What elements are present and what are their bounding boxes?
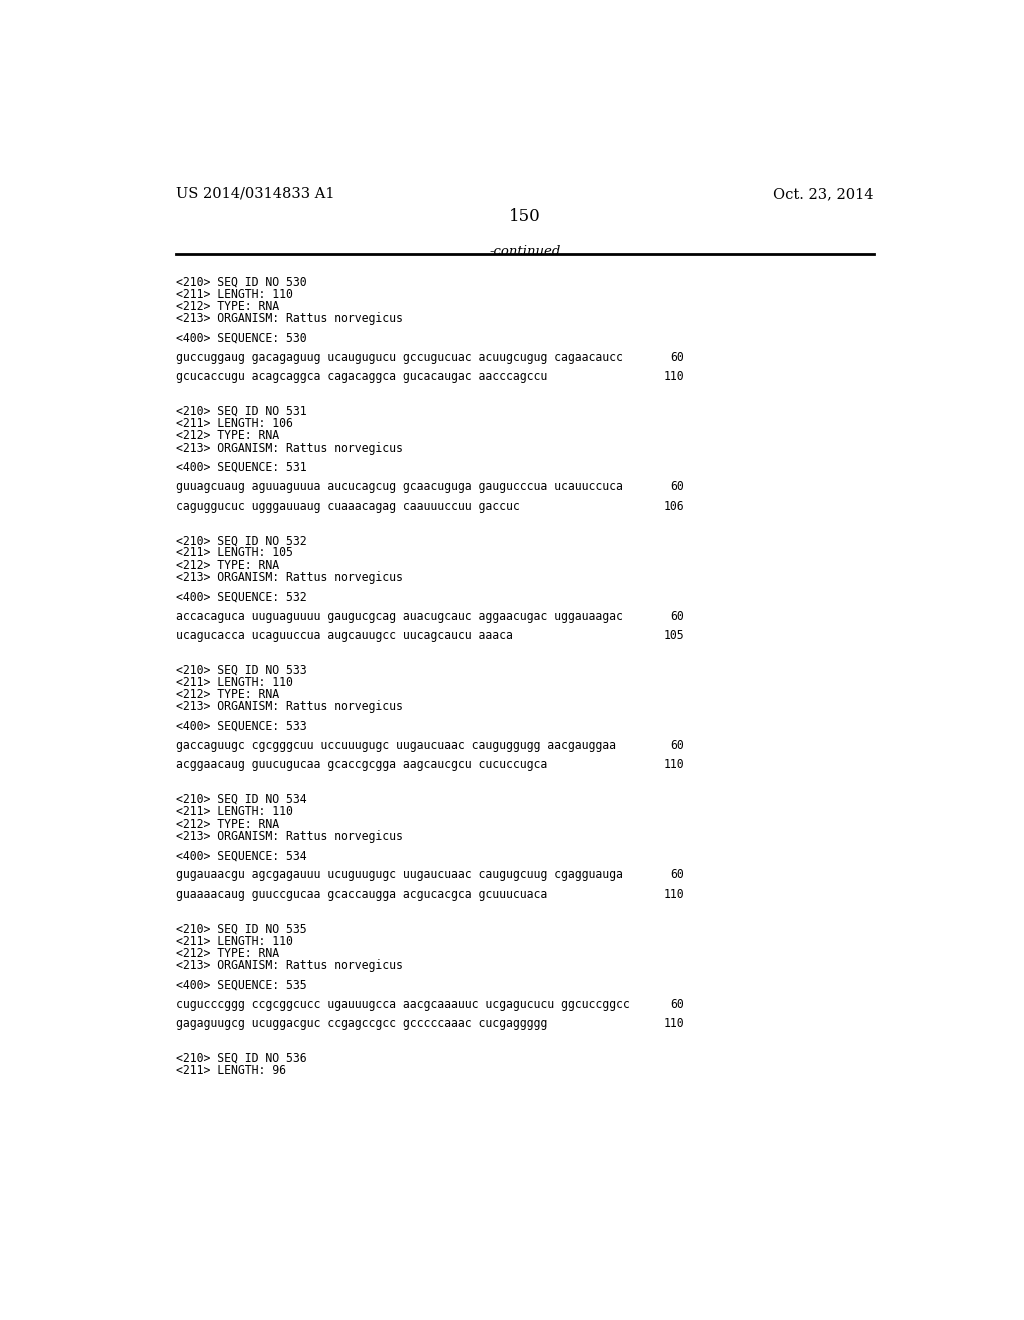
Text: 110: 110	[664, 758, 684, 771]
Text: <400> SEQUENCE: 531: <400> SEQUENCE: 531	[176, 461, 306, 474]
Text: 60: 60	[671, 480, 684, 494]
Text: <212> TYPE: RNA: <212> TYPE: RNA	[176, 817, 280, 830]
Text: <212> TYPE: RNA: <212> TYPE: RNA	[176, 300, 280, 313]
Text: <211> LENGTH: 96: <211> LENGTH: 96	[176, 1064, 286, 1077]
Text: <210> SEQ ID NO 531: <210> SEQ ID NO 531	[176, 405, 306, 418]
Text: acggaacaug guucugucaa gcaccgcgga aagcaucgcu cucuccugca: acggaacaug guucugucaa gcaccgcgga aagcauc…	[176, 758, 547, 771]
Text: cugucccggg ccgcggcucc ugauuugcca aacgcaaauuc ucgagucucu ggcuccggcc: cugucccggg ccgcggcucc ugauuugcca aacgcaa…	[176, 998, 630, 1011]
Text: <211> LENGTH: 110: <211> LENGTH: 110	[176, 805, 293, 818]
Text: gugauaacgu agcgagauuu ucuguugugc uugaucuaac caugugcuug cgagguauga: gugauaacgu agcgagauuu ucuguugugc uugaucu…	[176, 869, 623, 882]
Text: <213> ORGANISM: Rattus norvegicus: <213> ORGANISM: Rattus norvegicus	[176, 701, 402, 714]
Text: <211> LENGTH: 110: <211> LENGTH: 110	[176, 935, 293, 948]
Text: <210> SEQ ID NO 535: <210> SEQ ID NO 535	[176, 923, 306, 936]
Text: <400> SEQUENCE: 530: <400> SEQUENCE: 530	[176, 331, 306, 345]
Text: <213> ORGANISM: Rattus norvegicus: <213> ORGANISM: Rattus norvegicus	[176, 572, 402, 585]
Text: <400> SEQUENCE: 533: <400> SEQUENCE: 533	[176, 719, 306, 733]
Text: 60: 60	[671, 998, 684, 1011]
Text: 60: 60	[671, 610, 684, 623]
Text: <211> LENGTH: 110: <211> LENGTH: 110	[176, 676, 293, 689]
Text: caguggucuc ugggauuaug cuaaacagag caauuuccuu gaccuc: caguggucuc ugggauuaug cuaaacagag caauuuc…	[176, 499, 520, 512]
Text: -continued: -continued	[489, 246, 560, 259]
Text: <211> LENGTH: 105: <211> LENGTH: 105	[176, 546, 293, 560]
Text: guaaaacaug guuccgucaa gcaccaugga acgucacgca gcuuucuaca: guaaaacaug guuccgucaa gcaccaugga acgucac…	[176, 887, 547, 900]
Text: gcucaccugu acagcaggca cagacaggca gucacaugac aacccagccu: gcucaccugu acagcaggca cagacaggca gucacau…	[176, 370, 547, 383]
Text: <210> SEQ ID NO 532: <210> SEQ ID NO 532	[176, 535, 306, 548]
Text: gaccaguugc cgcgggcuu uccuuugugc uugaucuaac cauguggugg aacgauggaa: gaccaguugc cgcgggcuu uccuuugugc uugaucua…	[176, 739, 616, 752]
Text: <400> SEQUENCE: 532: <400> SEQUENCE: 532	[176, 590, 306, 603]
Text: <400> SEQUENCE: 534: <400> SEQUENCE: 534	[176, 849, 306, 862]
Text: guccuggaug gacagaguug ucaugugucu gccugucuac acuugcugug cagaacaucc: guccuggaug gacagaguug ucaugugucu gccuguc…	[176, 351, 623, 364]
Text: accacaguca uuguaguuuu gaugucgcag auacugcauc aggaacugac uggauaagac: accacaguca uuguaguuuu gaugucgcag auacugc…	[176, 610, 623, 623]
Text: 110: 110	[664, 1016, 684, 1030]
Text: <213> ORGANISM: Rattus norvegicus: <213> ORGANISM: Rattus norvegicus	[176, 313, 402, 326]
Text: <211> LENGTH: 110: <211> LENGTH: 110	[176, 288, 293, 301]
Text: <210> SEQ ID NO 533: <210> SEQ ID NO 533	[176, 664, 306, 677]
Text: guuagcuaug aguuaguuua aucucagcug gcaacuguga gaugucccua ucauuccuca: guuagcuaug aguuaguuua aucucagcug gcaacug…	[176, 480, 623, 494]
Text: 105: 105	[664, 628, 684, 642]
Text: <212> TYPE: RNA: <212> TYPE: RNA	[176, 688, 280, 701]
Text: <213> ORGANISM: Rattus norvegicus: <213> ORGANISM: Rattus norvegicus	[176, 442, 402, 455]
Text: ucagucacca ucaguuccua augcauugcc uucagcaucu aaaca: ucagucacca ucaguuccua augcauugcc uucagca…	[176, 628, 513, 642]
Text: Oct. 23, 2014: Oct. 23, 2014	[773, 187, 873, 201]
Text: <212> TYPE: RNA: <212> TYPE: RNA	[176, 429, 280, 442]
Text: 60: 60	[671, 739, 684, 752]
Text: <210> SEQ ID NO 536: <210> SEQ ID NO 536	[176, 1052, 306, 1065]
Text: gagaguugcg ucuggacguc ccgagccgcc gcccccaaac cucgaggggg: gagaguugcg ucuggacguc ccgagccgcc gccccca…	[176, 1016, 547, 1030]
Text: <212> TYPE: RNA: <212> TYPE: RNA	[176, 946, 280, 960]
Text: <210> SEQ ID NO 530: <210> SEQ ID NO 530	[176, 276, 306, 289]
Text: 60: 60	[671, 351, 684, 364]
Text: US 2014/0314833 A1: US 2014/0314833 A1	[176, 187, 335, 201]
Text: <211> LENGTH: 106: <211> LENGTH: 106	[176, 417, 293, 430]
Text: <210> SEQ ID NO 534: <210> SEQ ID NO 534	[176, 793, 306, 807]
Text: 110: 110	[664, 887, 684, 900]
Text: 60: 60	[671, 869, 684, 882]
Text: <212> TYPE: RNA: <212> TYPE: RNA	[176, 558, 280, 572]
Text: <400> SEQUENCE: 535: <400> SEQUENCE: 535	[176, 978, 306, 991]
Text: <213> ORGANISM: Rattus norvegicus: <213> ORGANISM: Rattus norvegicus	[176, 830, 402, 843]
Text: <213> ORGANISM: Rattus norvegicus: <213> ORGANISM: Rattus norvegicus	[176, 960, 402, 973]
Text: 106: 106	[664, 499, 684, 512]
Text: 110: 110	[664, 370, 684, 383]
Text: 150: 150	[509, 209, 541, 226]
